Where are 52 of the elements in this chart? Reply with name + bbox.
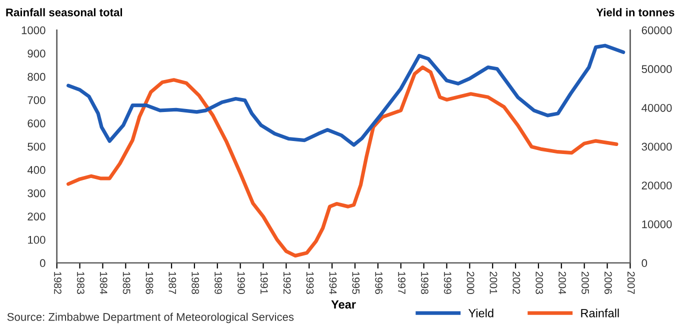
y2-tick-label: 20000: [642, 182, 672, 190]
x-tick-label: 1997: [398, 272, 406, 294]
line-series: [66, 44, 626, 147]
y-axis-title: Rainfall seasonal total: [6, 8, 122, 16]
y2-tick-label: 40000: [642, 104, 672, 112]
x-tick-label: 1998: [421, 272, 428, 294]
y-tick-label: 100: [28, 236, 46, 244]
y-tick-label: 500: [28, 142, 46, 151]
y-tick-label: 0: [40, 259, 46, 268]
x-tick-label: 1987: [168, 272, 176, 294]
x-tick-label: 2005: [582, 272, 589, 294]
x-tick-label: 1983: [76, 272, 84, 294]
x-tick-label: 2004: [558, 272, 566, 294]
x-tick-label: 1986: [146, 272, 154, 294]
x-tick-label: 1988: [192, 272, 200, 294]
y-tick-label: 800: [28, 72, 46, 81]
y2-tick-label: 30000: [642, 142, 672, 151]
x-tick-label: 1993: [306, 272, 314, 294]
y-tick-label: 900: [28, 50, 46, 58]
x-tick-label: 1996: [375, 272, 383, 294]
x-tick-label: 2000: [466, 272, 474, 294]
y2-axis-title: Yield in tonnes: [596, 8, 674, 16]
x-tick-label: 1992: [283, 272, 291, 294]
x-tick-label: 2003: [536, 272, 544, 294]
x-tick-label: 1999: [444, 272, 452, 294]
x-tick-label: 1985: [122, 272, 130, 294]
x-tick-label: 1994: [329, 272, 337, 294]
source-note: Source: Zimbabwe Department of Meteorological Services: [7, 312, 294, 324]
y-tick-label: 300: [28, 189, 46, 198]
x-tick-label: 1990: [238, 272, 245, 294]
x-tick-label: 2007: [627, 272, 635, 294]
x-tick-label: 2001: [490, 272, 498, 294]
y-tick-label: 200: [28, 212, 46, 220]
legend-label: Yield: [468, 308, 494, 318]
x-tick-label: 2006: [604, 272, 612, 294]
y2-tick-label: 0: [642, 259, 648, 268]
x-tick-label: 1984: [100, 272, 108, 294]
y2-tick-label: 60000: [642, 26, 672, 34]
y-tick-label: 1000: [22, 26, 46, 34]
y-tick-label: 400: [27, 166, 46, 174]
y2-tick-label: 50000: [642, 65, 672, 74]
y-tick-label: 700: [28, 96, 46, 104]
x-tick-label: 1995: [352, 272, 360, 294]
x-tick-label: 1991: [260, 272, 268, 294]
x-tick-label: 2002: [512, 272, 520, 294]
x-tick-label: 1989: [214, 272, 222, 294]
x-axis-title: Year: [331, 300, 356, 309]
y-tick-label: 600: [28, 119, 46, 128]
x-tick-label: 1982: [54, 272, 62, 294]
y2-tick-label: 10000: [642, 220, 672, 228]
line-series: [66, 66, 618, 258]
legend-label: Rainfall: [581, 308, 619, 318]
